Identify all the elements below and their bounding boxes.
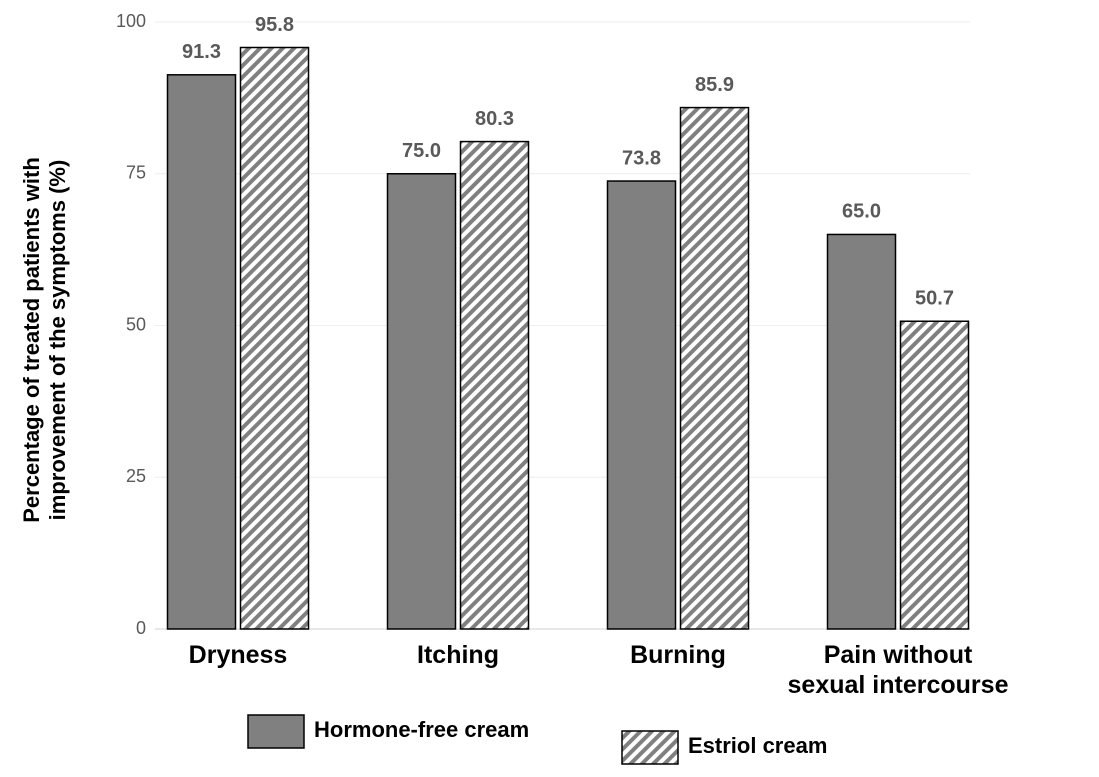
legend-label: Estriol cream — [688, 733, 827, 758]
y-tick-label: 0 — [136, 618, 146, 638]
y-axis-label: Percentage of treated patients with impr… — [19, 157, 70, 523]
data-label: 75.0 — [402, 140, 441, 162]
bar — [459, 140, 530, 630]
bar — [826, 233, 897, 630]
bar — [386, 173, 457, 630]
data-label: 65.0 — [842, 201, 881, 223]
bar — [239, 46, 310, 630]
bar — [899, 320, 970, 630]
y-tick-label: 100 — [116, 11, 146, 31]
data-label: 85.9 — [695, 74, 734, 96]
data-label: 73.8 — [622, 147, 661, 169]
x-tick-label: Itching — [417, 641, 499, 669]
x-tick-label: Pain without sexual intercourse — [787, 641, 1009, 699]
y-tick-label: 50 — [126, 314, 146, 334]
data-label: 91.3 — [182, 41, 221, 63]
bar — [679, 106, 750, 630]
legend-swatch — [621, 730, 679, 765]
legend-swatch — [247, 714, 305, 749]
x-tick-label: Dryness — [188, 641, 288, 669]
data-label: 50.7 — [915, 288, 954, 310]
y-tick-label: 25 — [126, 466, 146, 486]
data-label: 95.8 — [255, 14, 294, 36]
bar — [166, 74, 237, 630]
y-tick-label: 75 — [126, 163, 146, 183]
x-tick-label: Burning — [630, 641, 726, 669]
bar — [606, 180, 677, 630]
data-label: 80.3 — [475, 108, 514, 130]
legend-label: Hormone-free cream — [314, 717, 529, 742]
